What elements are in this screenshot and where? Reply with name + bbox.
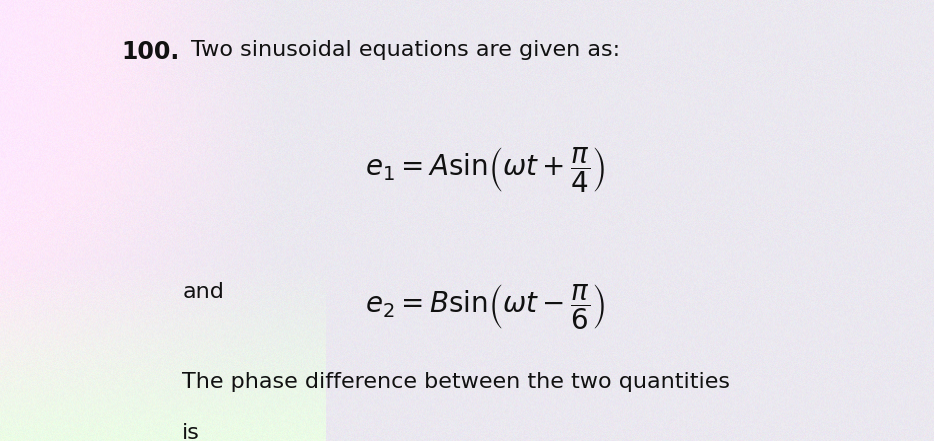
Text: is: is — [182, 423, 200, 443]
Text: The phase difference between the two quantities: The phase difference between the two qua… — [182, 372, 730, 392]
Text: Two sinusoidal equations are given as:: Two sinusoidal equations are given as: — [191, 40, 620, 59]
Text: $e_2 = B\sin\!\left(\omega t - \dfrac{\pi}{6}\right)$: $e_2 = B\sin\!\left(\omega t - \dfrac{\p… — [365, 282, 606, 332]
Text: $e_1 = A\sin\!\left(\omega t + \dfrac{\pi}{4}\right)$: $e_1 = A\sin\!\left(\omega t + \dfrac{\p… — [365, 145, 606, 195]
Text: and: and — [182, 282, 224, 302]
Text: 100.: 100. — [121, 40, 179, 63]
